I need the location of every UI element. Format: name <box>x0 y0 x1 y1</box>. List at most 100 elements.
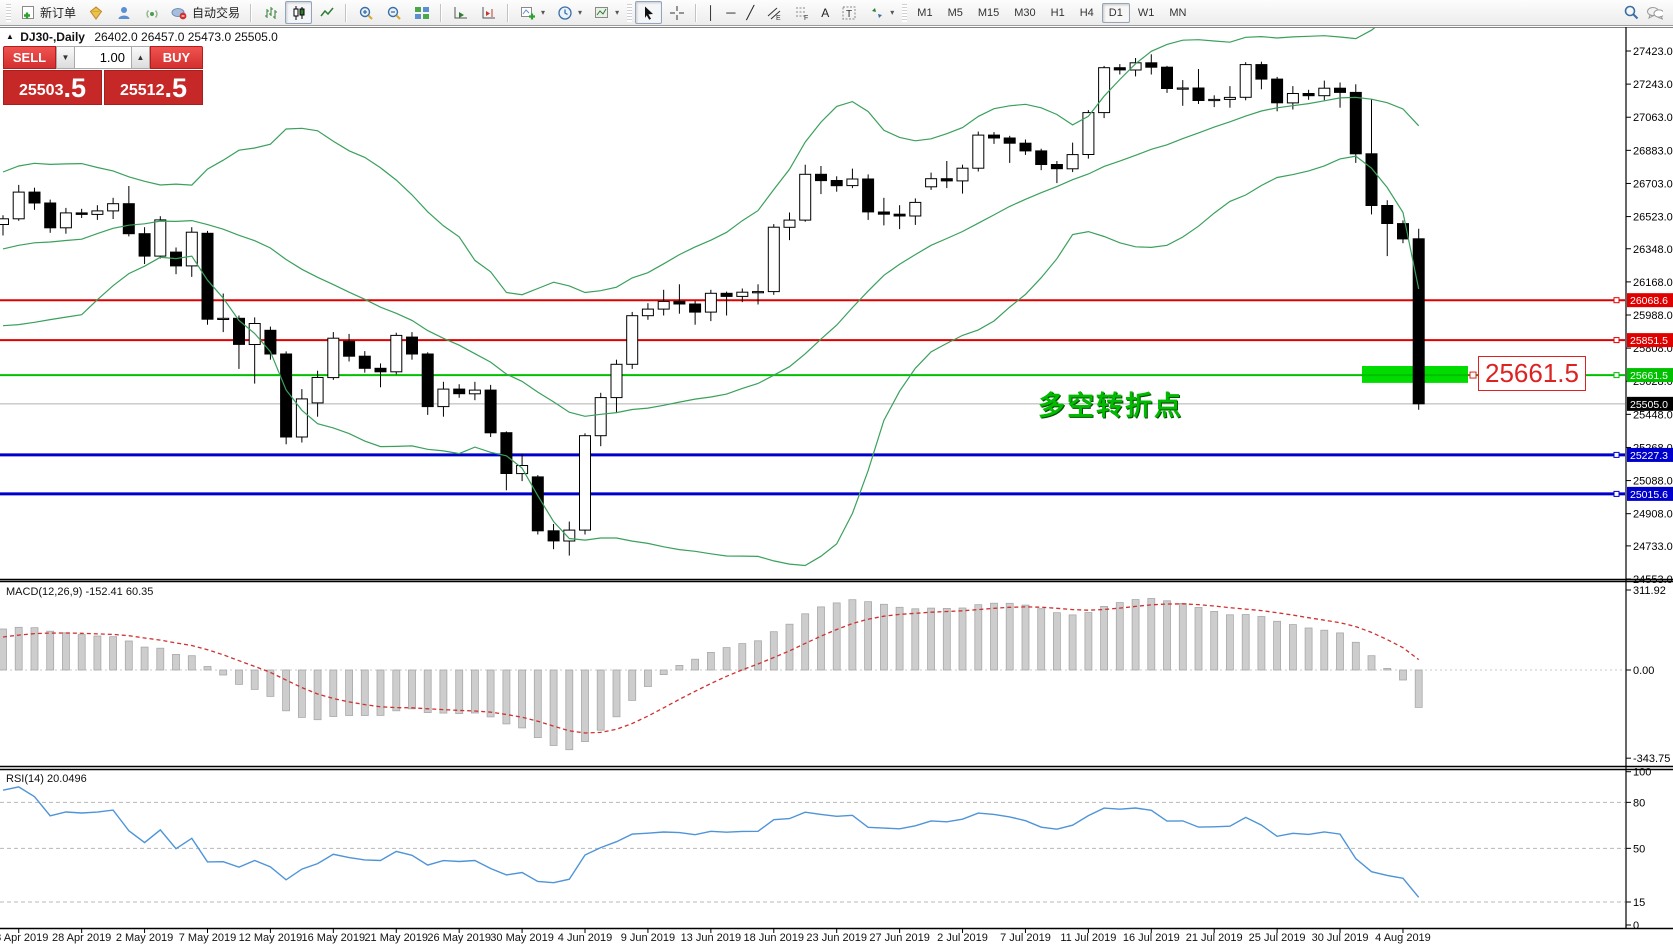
price-chip: 25015.6 <box>1630 489 1668 501</box>
rsi-axis-label: 100 <box>1633 767 1651 779</box>
date-axis-label: 11 Jul 2019 <box>1060 932 1116 944</box>
main-chart-panel[interactable] <box>0 27 1625 567</box>
search-icon[interactable] <box>1623 4 1640 21</box>
candlestick-chart-button[interactable] <box>285 1 313 24</box>
toolbar-grip[interactable] <box>6 3 11 22</box>
timeframe-button-M1[interactable]: M1 <box>917 6 933 19</box>
chart-canvas[interactable]: 27423.0 27243.0 27063.0 26883.0 26703.0 26523… <box>0 27 1673 948</box>
line-anchor-marker[interactable] <box>1613 337 1620 344</box>
volume-input[interactable]: 1.00 <box>75 46 131 69</box>
timeframe-button-W1[interactable]: W1 <box>1137 6 1155 19</box>
line-chart-button[interactable] <box>313 1 340 24</box>
auto-scroll-icon <box>452 4 469 21</box>
vertical-line-tool-button[interactable]: │ <box>702 1 720 24</box>
volume-down-button[interactable]: ▼ <box>56 46 75 69</box>
periods-button[interactable]: ▾ <box>551 1 587 24</box>
trendline-tool-button[interactable]: ╱ <box>741 1 759 24</box>
indicators-button[interactable]: ▾ <box>514 1 550 24</box>
svg-text:E: E <box>776 15 781 21</box>
sell-price-tile[interactable]: 25503 .5 <box>3 70 102 105</box>
timeframe-button-H1[interactable]: H1 <box>1050 6 1065 19</box>
timeframe-button-M30[interactable]: M30 <box>1014 6 1036 19</box>
community-button[interactable] <box>110 1 137 24</box>
date-axis-label: 25 Jul 2019 <box>1249 932 1306 944</box>
timeframe-button-D1[interactable]: D1 <box>1101 2 1130 23</box>
line-anchor-marker[interactable] <box>1613 490 1620 497</box>
text-icon: A <box>821 5 830 20</box>
dropdown-caret: ▾ <box>615 8 620 17</box>
timeframe-button-M5[interactable]: M5 <box>947 6 963 19</box>
zoom-in-button[interactable] <box>352 1 379 24</box>
sell-button[interactable]: SELL <box>3 46 56 69</box>
tile-windows-icon <box>413 4 430 21</box>
arrows-icon <box>868 4 885 21</box>
crosshair-tool-button[interactable] <box>663 1 690 24</box>
metaeditor-button[interactable] <box>82 1 109 24</box>
date-axis-label: 7 Jul 2019 <box>1000 932 1051 944</box>
callout-anchor-marker[interactable] <box>1469 371 1477 379</box>
fibonacci-icon: F <box>793 4 810 21</box>
timeframe-button-MN[interactable]: MN <box>1169 6 1187 19</box>
price-chip: 25227.3 <box>1630 450 1668 462</box>
bar-chart-button[interactable] <box>257 1 284 24</box>
toolbar-separator <box>507 3 510 22</box>
crosshair-icon <box>668 4 685 21</box>
svg-text:T: T <box>846 9 852 20</box>
chart-shift-icon <box>480 4 497 21</box>
autotrading-label: 自动交易 <box>192 6 241 20</box>
templates-button[interactable]: ▾ <box>588 1 624 24</box>
macd-panel[interactable] <box>0 598 1625 751</box>
collapse-panel-arrow-icon[interactable]: ▲ <box>6 32 14 41</box>
sell-price: 25503 <box>18 81 64 99</box>
clock-icon <box>556 4 573 21</box>
rsi-panel[interactable] <box>0 786 1625 903</box>
price-axis-label: 24733.0 <box>1633 541 1673 553</box>
channel-tool-button[interactable]: E <box>760 1 787 24</box>
text-tool-button[interactable]: A <box>816 1 834 24</box>
fibonacci-tool-button[interactable]: F <box>788 1 815 24</box>
date-axis-label: 16 Jul 2019 <box>1123 932 1180 944</box>
zoom-out-button[interactable] <box>380 1 407 24</box>
timeframe-button-M15[interactable]: M15 <box>977 6 1000 19</box>
toolbar-grip[interactable] <box>902 3 908 22</box>
signals-icon <box>143 4 160 21</box>
price-axis-label: 24553.0 <box>1633 574 1673 586</box>
line-anchor-marker[interactable] <box>1613 372 1620 379</box>
price-callout[interactable]: 25661.5 <box>1478 356 1586 391</box>
dropdown-caret: ▾ <box>890 8 895 17</box>
cursor-tool-button[interactable] <box>635 1 663 24</box>
timeframe-button-H4[interactable]: H4 <box>1079 6 1094 19</box>
arrows-tool-button[interactable]: ▾ <box>863 1 899 24</box>
dropdown-caret: ▾ <box>578 8 583 17</box>
price-axis-label: 26883.0 <box>1633 145 1673 157</box>
line-anchor-marker[interactable] <box>1613 451 1620 458</box>
templates-icon <box>593 4 610 21</box>
buy-price-fraction: .5 <box>164 73 188 103</box>
date-axis-label: 2 Jul 2019 <box>937 932 988 944</box>
zoom-in-icon <box>357 4 374 21</box>
signals-button[interactable] <box>138 1 165 24</box>
autotrading-button[interactable]: 自动交易 <box>166 1 245 24</box>
price-axis-label: 26348.0 <box>1633 244 1673 256</box>
chart-shift-button[interactable] <box>475 1 502 24</box>
volume-up-button[interactable]: ▲ <box>131 46 150 69</box>
buy-button[interactable]: BUY <box>150 46 203 69</box>
horizontal-line-tool-button[interactable]: ─ <box>721 1 740 24</box>
buy-price-tile[interactable]: 25512 .5 <box>104 70 203 105</box>
date-axis-label: 9 Jun 2019 <box>621 932 675 944</box>
chat-icon[interactable] <box>1646 4 1663 21</box>
price-axis-label: 26523.0 <box>1633 212 1673 224</box>
auto-scroll-button[interactable] <box>447 1 474 24</box>
date-axis-label: 16 May 2019 <box>302 932 366 944</box>
chart-window[interactable]: 27423.0 27243.0 27063.0 26883.0 26703.0 26523… <box>0 27 1673 948</box>
line-anchor-marker[interactable] <box>1613 297 1620 304</box>
metaeditor-icon <box>87 4 104 21</box>
new-order-button[interactable]: 新订单 <box>14 1 81 24</box>
date-axis-label: 18 Jun 2019 <box>743 932 804 944</box>
date-axis-label: 12 May 2019 <box>239 932 303 944</box>
toolbar-grip[interactable] <box>627 3 633 22</box>
text-label-tool-button[interactable]: T <box>835 1 862 24</box>
annotation-text[interactable]: 多空转折点 <box>1038 391 1183 421</box>
rsi-axis-label: 80 <box>1633 797 1645 809</box>
tile-windows-button[interactable] <box>408 1 435 24</box>
